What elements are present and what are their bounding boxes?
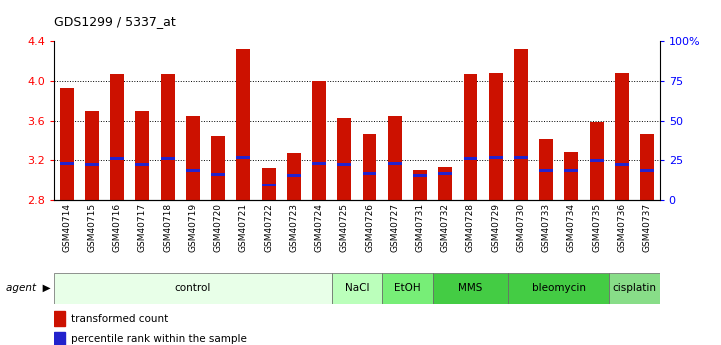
Bar (136, 111, 149, 200)
Text: GSM40723: GSM40723 (289, 203, 298, 252)
Bar (262, 184, 275, 186)
Bar (609, 273, 660, 304)
Bar (337, 163, 351, 166)
Bar (615, 163, 629, 166)
Bar (514, 49, 528, 200)
Bar (640, 134, 654, 200)
Bar (186, 116, 200, 200)
Text: GSM40722: GSM40722 (264, 203, 273, 252)
Bar (438, 167, 452, 200)
Bar (413, 170, 427, 200)
Text: GSM40730: GSM40730 (516, 203, 526, 252)
Text: GSM40736: GSM40736 (617, 203, 627, 252)
Bar (433, 273, 508, 304)
Bar (615, 73, 629, 200)
Bar (60, 162, 74, 165)
Text: percentile rank within the sample: percentile rank within the sample (71, 334, 247, 344)
Bar (388, 162, 402, 165)
Text: GSM40719: GSM40719 (188, 203, 198, 252)
Bar (287, 154, 301, 200)
Bar (489, 156, 503, 159)
Bar (363, 134, 376, 200)
Bar (332, 273, 382, 304)
Text: transformed count: transformed count (71, 314, 168, 324)
Bar (186, 169, 200, 171)
Bar (287, 174, 301, 177)
Bar (539, 139, 553, 200)
Text: GSM40715: GSM40715 (87, 203, 97, 252)
Bar (337, 118, 351, 200)
Text: GSM40725: GSM40725 (340, 203, 349, 252)
Text: EtOH: EtOH (394, 283, 420, 293)
Bar (85, 111, 99, 200)
Text: GSM40718: GSM40718 (163, 203, 172, 252)
Text: MMS: MMS (459, 283, 482, 293)
Text: agent  ▶: agent ▶ (6, 283, 50, 293)
Bar (85, 163, 99, 166)
Text: GSM40726: GSM40726 (365, 203, 374, 252)
Bar (413, 174, 427, 177)
Text: bleomycin: bleomycin (532, 283, 585, 293)
Bar (54, 332, 65, 345)
Bar (508, 273, 609, 304)
Bar (136, 163, 149, 166)
Text: GSM40729: GSM40729 (491, 203, 500, 252)
Bar (464, 74, 477, 200)
Text: NaCl: NaCl (345, 283, 369, 293)
Text: GSM40724: GSM40724 (314, 203, 324, 252)
Bar (54, 273, 332, 304)
Text: GSM40731: GSM40731 (415, 203, 425, 252)
Bar (565, 169, 578, 171)
Bar (110, 157, 124, 160)
Bar (438, 172, 452, 175)
Bar (161, 157, 174, 160)
Text: GSM40728: GSM40728 (466, 203, 475, 252)
Text: GSM40734: GSM40734 (567, 203, 576, 252)
Text: GSM40720: GSM40720 (213, 203, 223, 252)
Text: GSM40735: GSM40735 (592, 203, 601, 252)
Bar (640, 169, 654, 171)
Text: GSM40716: GSM40716 (112, 203, 122, 252)
Text: GSM40727: GSM40727 (390, 203, 399, 252)
Bar (590, 159, 603, 162)
Bar (211, 173, 225, 176)
Bar (382, 273, 433, 304)
Bar (110, 74, 124, 200)
Text: GSM40732: GSM40732 (441, 203, 450, 252)
Bar (565, 152, 578, 200)
Text: GSM40737: GSM40737 (642, 203, 652, 252)
Bar (489, 73, 503, 200)
Bar (539, 169, 553, 171)
Bar (236, 49, 250, 200)
Bar (54, 311, 65, 326)
Bar (60, 88, 74, 200)
Text: GSM40721: GSM40721 (239, 203, 248, 252)
Bar (262, 168, 275, 200)
Bar (312, 81, 326, 200)
Bar (590, 122, 603, 200)
Text: cisplatin: cisplatin (612, 283, 657, 293)
Text: GDS1299 / 5337_at: GDS1299 / 5337_at (54, 14, 176, 28)
Bar (161, 74, 174, 200)
Bar (211, 136, 225, 200)
Bar (464, 157, 477, 160)
Text: GSM40733: GSM40733 (541, 203, 551, 252)
Text: control: control (174, 283, 211, 293)
Bar (514, 156, 528, 159)
Bar (236, 156, 250, 159)
Bar (388, 116, 402, 200)
Bar (312, 162, 326, 165)
Bar (363, 172, 376, 175)
Text: GSM40717: GSM40717 (138, 203, 147, 252)
Text: GSM40714: GSM40714 (62, 203, 71, 252)
